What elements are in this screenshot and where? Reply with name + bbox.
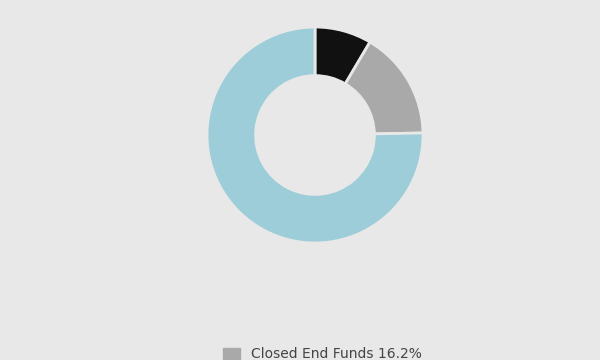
Wedge shape (345, 42, 423, 134)
Wedge shape (207, 27, 423, 243)
Wedge shape (315, 27, 370, 84)
Legend: Closed End Funds 16.2%, Common Stocks 75.3%, Money Market Funds 8.5%: Closed End Funds 16.2%, Common Stocks 75… (218, 342, 439, 360)
